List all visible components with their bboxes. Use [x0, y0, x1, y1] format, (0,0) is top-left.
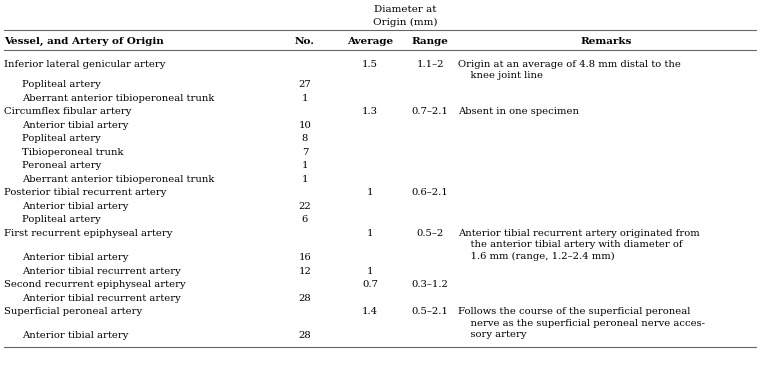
- Text: Anterior tibial artery: Anterior tibial artery: [22, 121, 128, 130]
- Text: Aberrant anterior tibioperoneal trunk: Aberrant anterior tibioperoneal trunk: [22, 94, 214, 103]
- Text: Popliteal artery: Popliteal artery: [22, 215, 101, 224]
- Text: 7: 7: [302, 148, 309, 157]
- Text: 1: 1: [302, 94, 309, 103]
- Text: 1: 1: [302, 175, 309, 184]
- Text: 1.1–2: 1.1–2: [416, 60, 444, 69]
- Text: 0.5–2.1: 0.5–2.1: [412, 307, 448, 316]
- Text: Anterior tibial recurrent artery originated from
    the anterior tibial artery : Anterior tibial recurrent artery origina…: [458, 229, 700, 261]
- Text: Vessel, and Artery of Origin: Vessel, and Artery of Origin: [4, 36, 163, 45]
- Text: Average: Average: [347, 36, 393, 45]
- Text: Origin at an average of 4.8 mm distal to the
    knee joint line: Origin at an average of 4.8 mm distal to…: [458, 60, 681, 80]
- Text: Popliteal artery: Popliteal artery: [22, 80, 101, 89]
- Text: Anterior tibial artery: Anterior tibial artery: [22, 253, 128, 262]
- Text: 1: 1: [367, 229, 373, 238]
- Text: Anterior tibial artery: Anterior tibial artery: [22, 331, 128, 340]
- Text: Circumflex fibular artery: Circumflex fibular artery: [4, 107, 131, 116]
- Text: 1: 1: [367, 188, 373, 197]
- Text: 16: 16: [299, 253, 312, 262]
- Text: 1.4: 1.4: [362, 307, 378, 316]
- Text: 28: 28: [299, 331, 312, 340]
- Text: 27: 27: [299, 80, 312, 89]
- Text: Popliteal artery: Popliteal artery: [22, 134, 101, 143]
- Text: 1.3: 1.3: [362, 107, 378, 116]
- Text: Origin (mm): Origin (mm): [372, 18, 437, 27]
- Text: 28: 28: [299, 294, 312, 303]
- Text: 1.5: 1.5: [362, 60, 378, 69]
- Text: 10: 10: [299, 121, 312, 130]
- Text: Tibioperoneal trunk: Tibioperoneal trunk: [22, 148, 123, 157]
- Text: Posterior tibial recurrent artery: Posterior tibial recurrent artery: [4, 188, 166, 197]
- Text: 0.7–2.1: 0.7–2.1: [412, 107, 448, 116]
- Text: Superficial peroneal artery: Superficial peroneal artery: [4, 307, 142, 316]
- Text: 0.6–2.1: 0.6–2.1: [412, 188, 448, 197]
- Text: 6: 6: [302, 215, 308, 224]
- Text: 1: 1: [302, 161, 309, 170]
- Text: Inferior lateral genicular artery: Inferior lateral genicular artery: [4, 60, 166, 69]
- Text: No.: No.: [295, 36, 315, 45]
- Text: 0.3–1.2: 0.3–1.2: [412, 280, 448, 289]
- Text: First recurrent epiphyseal artery: First recurrent epiphyseal artery: [4, 229, 173, 238]
- Text: 8: 8: [302, 134, 309, 143]
- Text: Anterior tibial recurrent artery: Anterior tibial recurrent artery: [22, 294, 181, 303]
- Text: Absent in one specimen: Absent in one specimen: [458, 107, 579, 116]
- Text: 0.5–2: 0.5–2: [416, 229, 444, 238]
- Text: 22: 22: [299, 202, 312, 211]
- Text: 1: 1: [367, 267, 373, 276]
- Text: 0.7: 0.7: [362, 280, 378, 289]
- Text: Peroneal artery: Peroneal artery: [22, 161, 101, 170]
- Text: Remarks: Remarks: [581, 36, 632, 45]
- Text: Follows the course of the superficial peroneal
    nerve as the superficial pero: Follows the course of the superficial pe…: [458, 307, 705, 339]
- Text: Anterior tibial recurrent artery: Anterior tibial recurrent artery: [22, 267, 181, 276]
- Text: Second recurrent epiphyseal artery: Second recurrent epiphyseal artery: [4, 280, 185, 289]
- Text: Diameter at: Diameter at: [374, 5, 436, 14]
- Text: Range: Range: [412, 36, 448, 45]
- Text: Anterior tibial artery: Anterior tibial artery: [22, 202, 128, 211]
- Text: Aberrant anterior tibioperoneal trunk: Aberrant anterior tibioperoneal trunk: [22, 175, 214, 184]
- Text: 12: 12: [299, 267, 312, 276]
